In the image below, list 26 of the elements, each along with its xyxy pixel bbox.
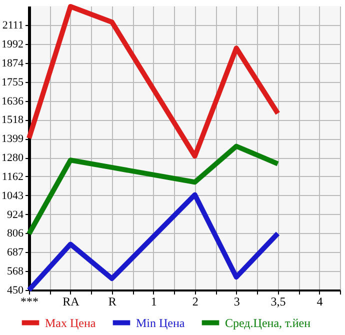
x-tick-label: *** bbox=[20, 294, 38, 308]
y-tick-label: 1636 bbox=[2, 95, 24, 108]
y-tick-label: 1755 bbox=[2, 76, 24, 88]
y-tick-label: 1162 bbox=[2, 170, 24, 183]
x-tick-label: 3 bbox=[234, 294, 240, 308]
y-tick-label: 1874 bbox=[2, 57, 24, 70]
y-tick-label: 568 bbox=[7, 266, 24, 278]
legend-label: Min Цена bbox=[136, 316, 186, 330]
x-tick-label: 1 bbox=[150, 294, 157, 308]
y-tick-label: 1280 bbox=[2, 152, 24, 164]
y-tick-label: 1992 bbox=[2, 38, 24, 50]
x-tick-label: 3,5 bbox=[270, 294, 286, 308]
y-tick-label: 1399 bbox=[2, 133, 24, 146]
x-tick-label: 4 bbox=[316, 294, 323, 308]
legend-label: Сред.Цена, т.йен bbox=[225, 316, 312, 330]
x-tick-label: RA bbox=[62, 294, 80, 308]
y-tick-label: 1518 bbox=[2, 114, 24, 126]
y-tick-label: 806 bbox=[7, 228, 24, 240]
y-tick-label: 450 bbox=[7, 284, 24, 296]
x-tick-label: 2 bbox=[192, 294, 198, 308]
x-tick-label: R bbox=[108, 294, 116, 308]
legend-label: Max Цена bbox=[45, 316, 96, 330]
y-tick-label: 924 bbox=[7, 208, 24, 221]
y-tick-label: 1043 bbox=[2, 190, 24, 202]
y-tick-label: 687 bbox=[7, 246, 24, 259]
y-tick-label: 2111 bbox=[2, 19, 24, 32]
